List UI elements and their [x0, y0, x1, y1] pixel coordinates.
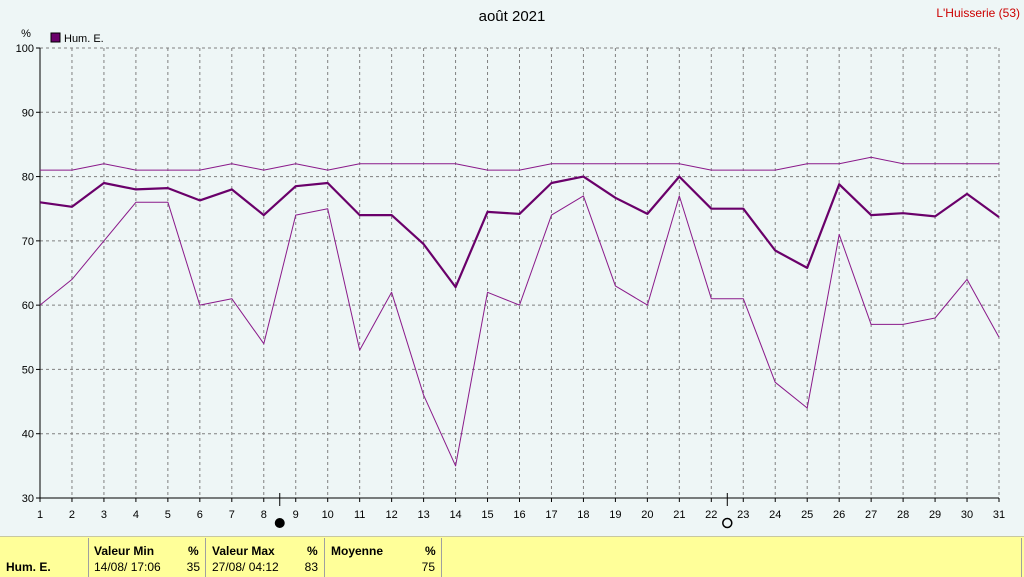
min-time: 14/08/ 17:06	[94, 560, 161, 574]
avg-value: 75	[421, 560, 435, 574]
x-tick-label: 12	[386, 509, 398, 521]
x-tick-label: 13	[417, 509, 429, 521]
x-tick-label: 2	[69, 509, 75, 521]
x-tick-label: 29	[929, 509, 941, 521]
x-axis: 1 2 3 4 5 6 7 8 9 10 11 12 13 14 15 16 17 18 19 20 21 22 23 24 2…	[37, 497, 1005, 521]
y-tick-label: 100	[16, 43, 34, 55]
x-tick-label: 16	[513, 509, 525, 521]
y-tick-label: 30	[22, 493, 34, 505]
y-tick-label: 80	[22, 172, 34, 184]
avg-unit: %	[425, 544, 436, 558]
max-header: Valeur Max	[212, 544, 275, 558]
y-tick-label: 70	[22, 236, 34, 248]
moon-markers	[274, 493, 733, 529]
humidity-chart: août 2021 L'Huisserie (53) % Hum. E. 30 4…	[16, 6, 1020, 529]
x-tick-label: 21	[673, 509, 685, 521]
x-tick-label: 15	[481, 509, 493, 521]
grid	[40, 47, 1000, 498]
series-line-max	[40, 156, 999, 171]
x-tick-label: 5	[165, 509, 171, 521]
full-moon-icon	[722, 517, 733, 529]
x-tick-label: 19	[609, 509, 621, 521]
max-value: 83	[304, 560, 318, 574]
min-header: Valeur Min	[94, 544, 155, 558]
x-tick-label: 4	[133, 509, 139, 521]
min-value: 35	[186, 560, 200, 574]
x-tick-label: 28	[897, 509, 909, 521]
x-tick-label: 11	[354, 509, 365, 521]
x-tick-label: 22	[705, 509, 717, 521]
x-tick-label: 20	[641, 509, 653, 521]
x-tick-label: 26	[833, 509, 845, 521]
chart-title: août 2021	[479, 8, 546, 25]
x-tick-label: 27	[865, 509, 877, 521]
x-tick-label: 25	[801, 509, 813, 521]
new-moon-icon	[274, 518, 285, 528]
y-tick-label: 60	[22, 300, 34, 312]
min-unit: %	[188, 544, 199, 558]
y-axis-unit: %	[21, 28, 31, 40]
avg-header: Moyenne	[331, 544, 384, 558]
series-line-mean	[39, 175, 1000, 289]
stats-row-label: Hum. E.	[6, 560, 51, 574]
x-tick-label: 31	[993, 509, 1005, 521]
x-tick-label: 1	[37, 509, 43, 521]
x-tick-label: 6	[197, 509, 203, 521]
stats-panel: Hum. E. Valeur Min % 14/08/ 17:06 35 Val…	[0, 536, 1024, 577]
station-name: L'Huisserie (53)	[936, 6, 1020, 20]
x-tick-label: 23	[737, 509, 749, 521]
x-tick-label: 30	[961, 509, 973, 521]
x-tick-label: 18	[577, 509, 589, 521]
y-axis: 30 40 50 60 70 80 90 100	[16, 43, 41, 505]
x-tick-label: 24	[769, 509, 781, 521]
legend-swatch	[50, 32, 61, 43]
x-tick-label: 3	[101, 509, 107, 521]
max-unit: %	[307, 544, 318, 558]
x-tick-label: 14	[449, 509, 461, 521]
y-tick-label: 40	[22, 429, 34, 441]
x-tick-label: 7	[229, 509, 235, 521]
legend-label: Hum. E.	[64, 33, 104, 45]
x-tick-label: 10	[322, 509, 334, 521]
y-tick-label: 90	[22, 107, 34, 119]
series-group	[39, 156, 1000, 467]
max-time: 27/08/ 04:12	[212, 560, 279, 574]
x-tick-label: 9	[293, 509, 299, 521]
series-line-min	[39, 195, 1000, 467]
x-tick-label: 8	[261, 509, 267, 521]
y-tick-label: 50	[22, 364, 34, 376]
x-tick-label: 17	[545, 509, 557, 521]
